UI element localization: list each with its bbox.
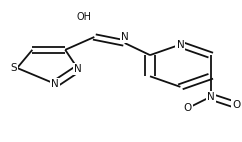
Text: N: N [74,64,82,74]
Text: OH: OH [77,12,92,22]
Text: N: N [51,79,59,89]
Text: N: N [176,39,184,50]
Text: O: O [232,100,240,110]
Text: N: N [207,92,215,102]
Text: N: N [121,32,129,41]
Text: O: O [184,103,192,113]
Text: S: S [10,63,17,73]
